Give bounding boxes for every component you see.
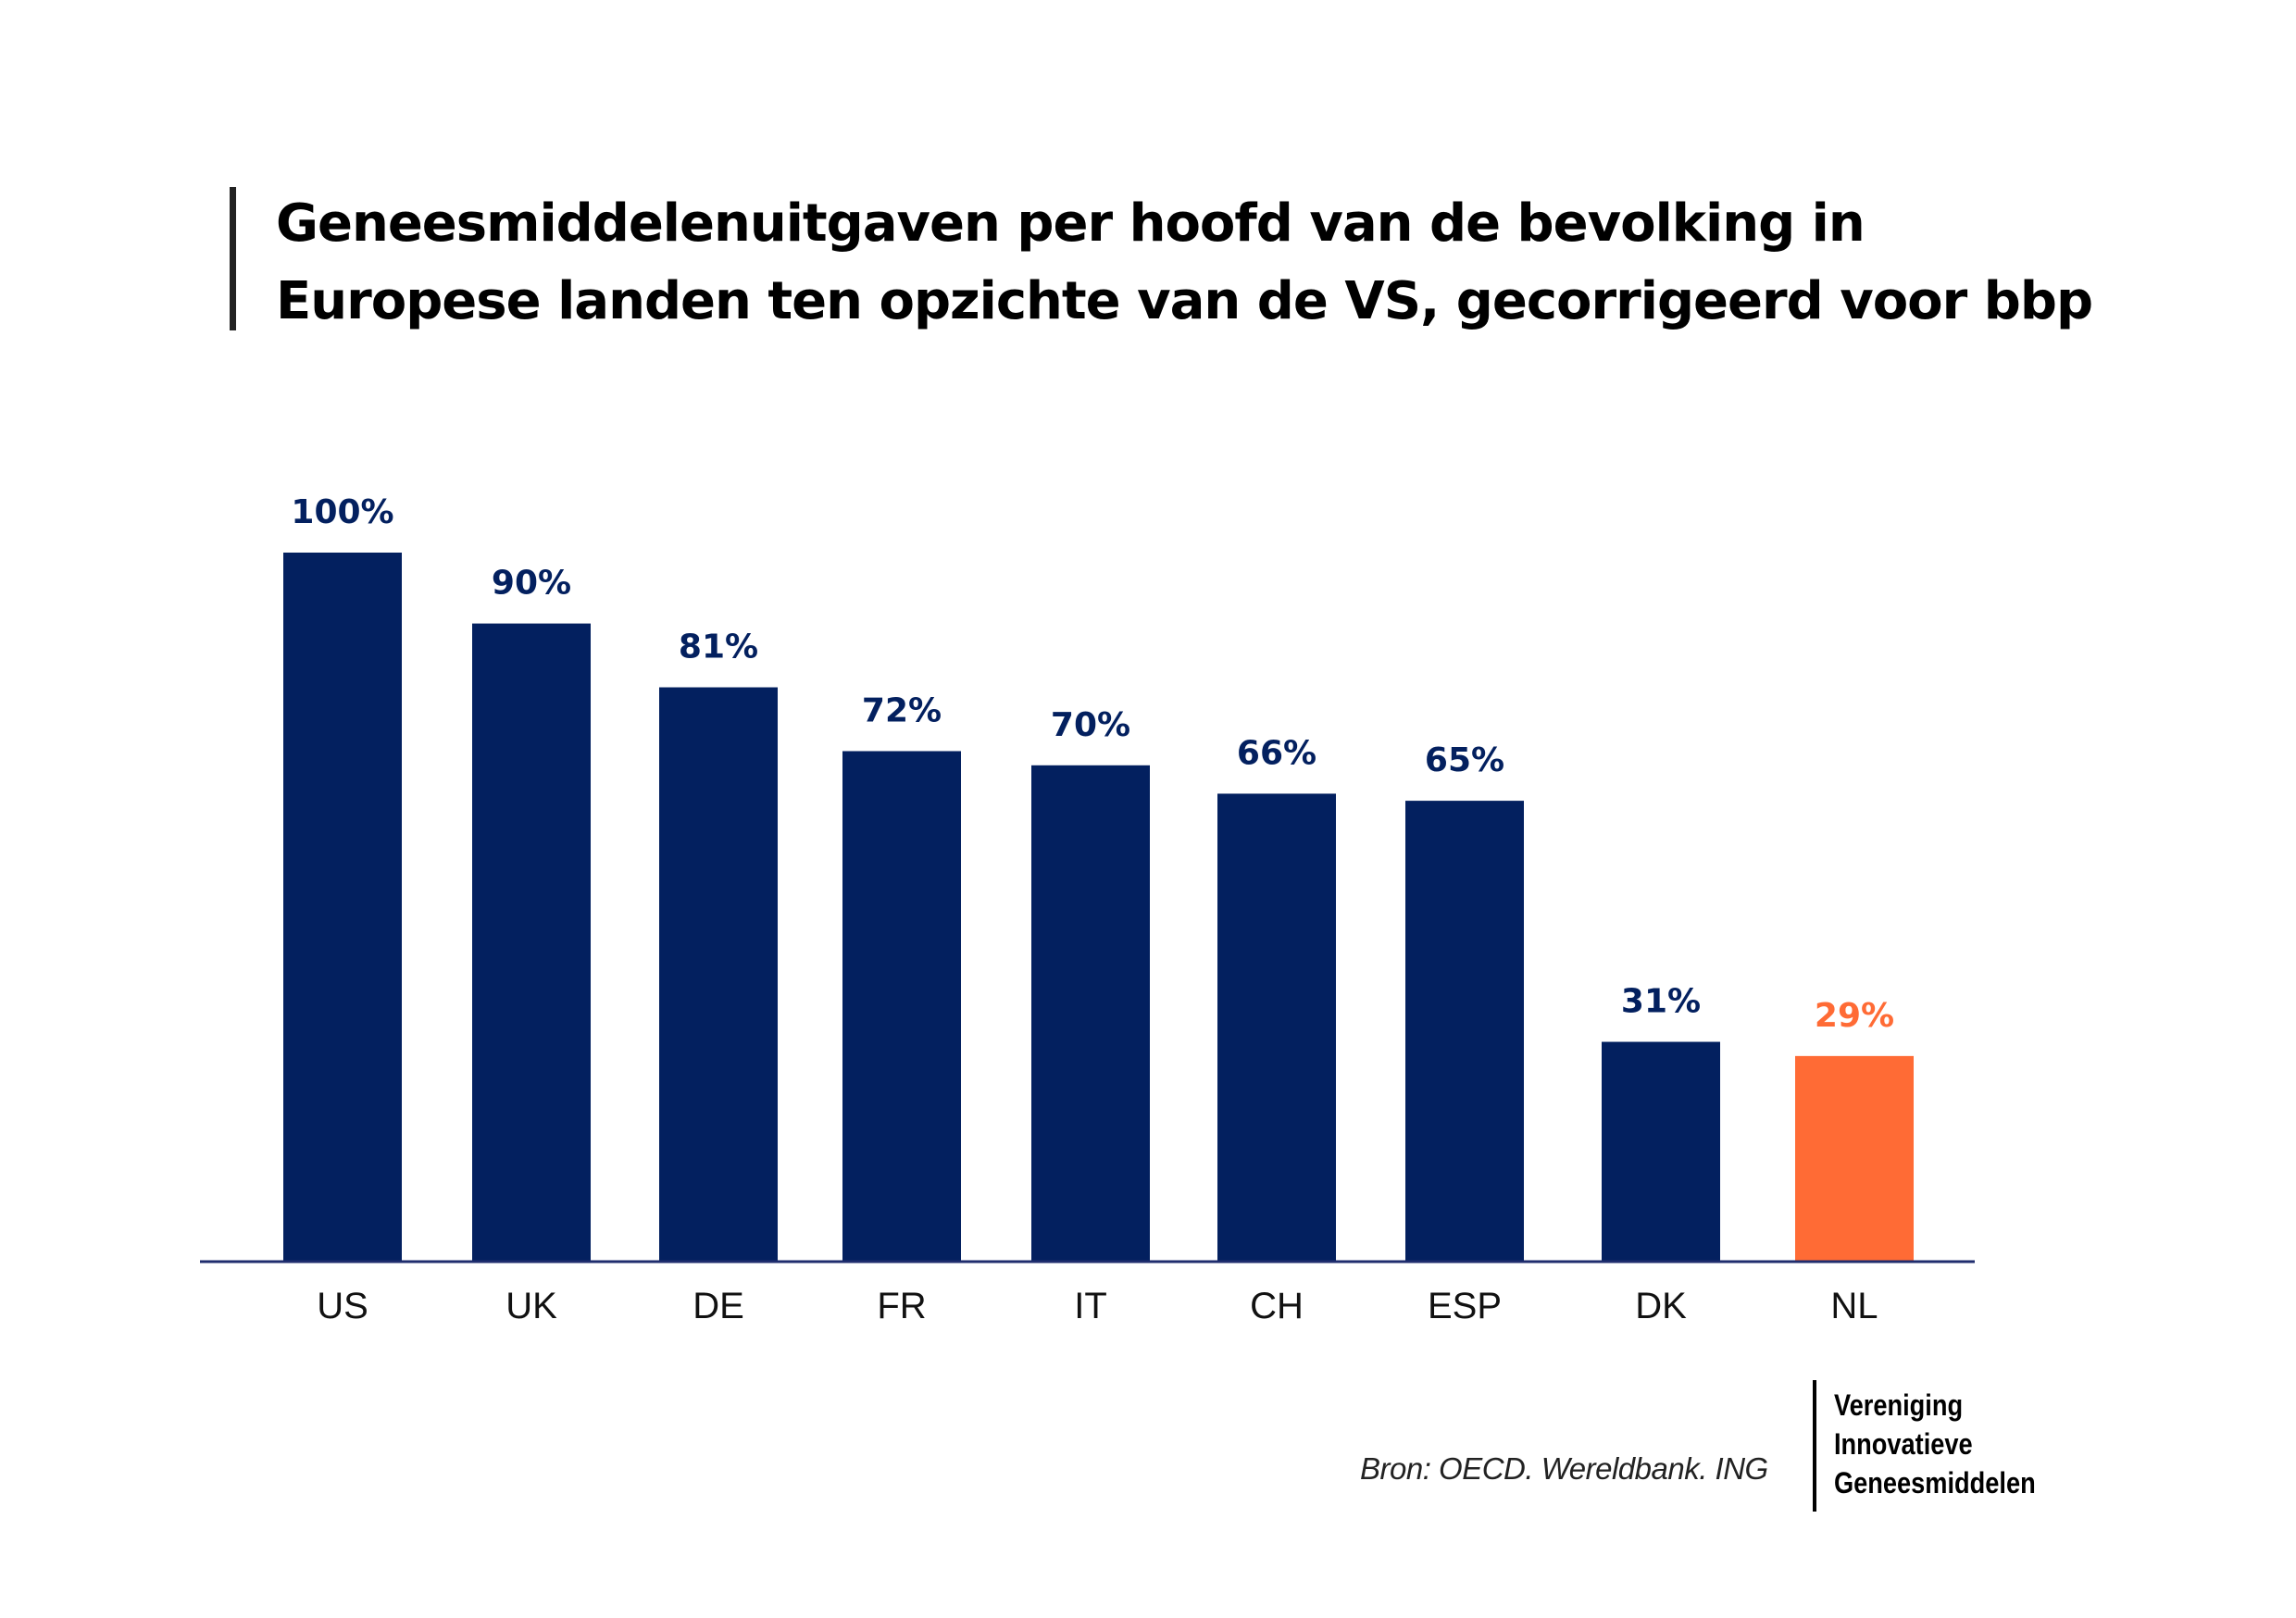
logo-line-2: Innovatieve bbox=[1834, 1427, 1973, 1461]
category-label-de: DE bbox=[693, 1286, 744, 1326]
value-label-us: 100% bbox=[291, 493, 393, 531]
bar-ch bbox=[1217, 793, 1336, 1262]
value-label-ch: 66% bbox=[1237, 734, 1316, 772]
bar-it bbox=[1031, 765, 1150, 1262]
value-label-it: 70% bbox=[1051, 706, 1130, 744]
value-label-dk: 31% bbox=[1621, 983, 1701, 1021]
logo-line-3: Geneesmiddelen bbox=[1834, 1466, 2036, 1500]
bar-uk bbox=[472, 623, 591, 1262]
category-label-ch: CH bbox=[1250, 1286, 1304, 1326]
bar-nl bbox=[1795, 1055, 1914, 1262]
value-label-fr: 72% bbox=[862, 691, 942, 729]
value-label-nl: 29% bbox=[1815, 997, 1894, 1035]
bar-de bbox=[659, 687, 778, 1262]
bar-dk bbox=[1602, 1041, 1720, 1262]
bar-esp bbox=[1405, 801, 1524, 1262]
logo-divider bbox=[1813, 1380, 1816, 1512]
category-label-esp: ESP bbox=[1428, 1286, 1502, 1326]
value-label-esp: 65% bbox=[1425, 741, 1504, 779]
chart-title: Geneesmiddelenuitgaven per hoofd van de … bbox=[276, 185, 2093, 341]
category-label-uk: UK bbox=[505, 1286, 557, 1326]
vig-logo: Vereniging Innovatieve Geneesmiddelen bbox=[1834, 1386, 2036, 1502]
category-label-dk: DK bbox=[1635, 1286, 1687, 1326]
category-label-fr: FR bbox=[877, 1286, 926, 1326]
category-label-it: IT bbox=[1074, 1286, 1107, 1326]
chart-title-line-2: Europese landen ten opzichte van de VS, … bbox=[276, 271, 2093, 331]
source-note: Bron: OECD. Wereldbank. ING bbox=[1360, 1451, 1768, 1486]
bar-fr bbox=[842, 751, 961, 1262]
value-label-de: 81% bbox=[679, 629, 758, 666]
title-accent-bar bbox=[230, 187, 236, 330]
bar-us bbox=[283, 553, 402, 1262]
category-label-us: US bbox=[317, 1286, 368, 1326]
chart-title-line-1: Geneesmiddelenuitgaven per hoofd van de … bbox=[276, 193, 1866, 254]
value-label-uk: 90% bbox=[492, 565, 571, 603]
category-label-nl: NL bbox=[1830, 1286, 1878, 1326]
logo-line-1: Vereniging bbox=[1834, 1388, 1964, 1422]
